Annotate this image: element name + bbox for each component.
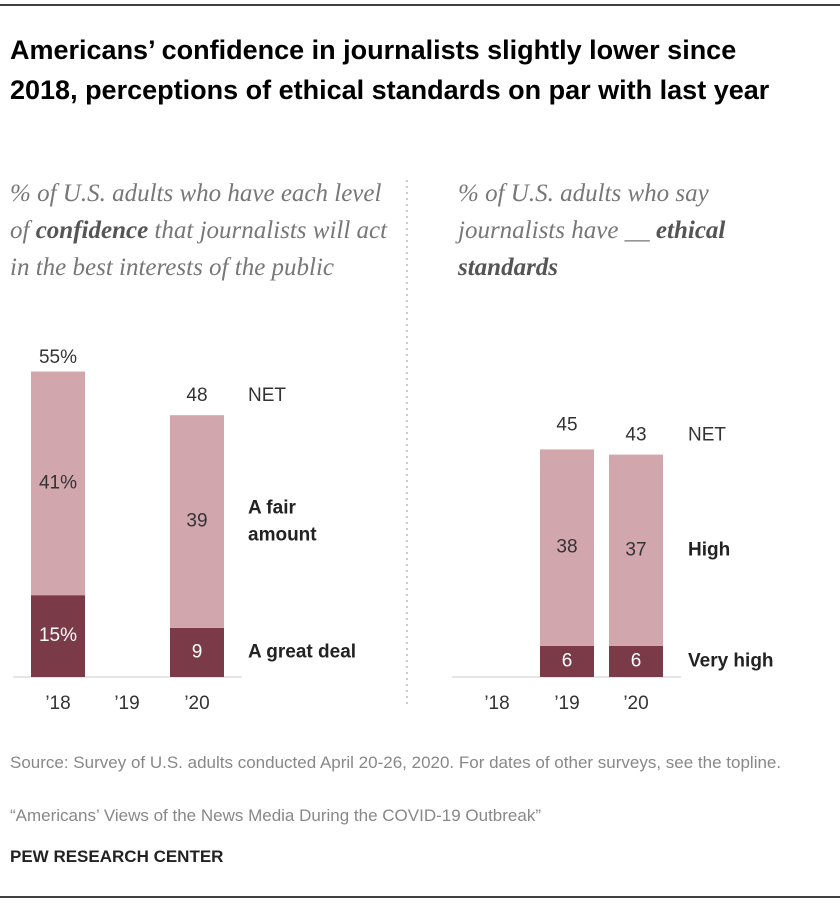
series-label: A fair amount xyxy=(248,498,317,546)
bar-segment xyxy=(170,627,224,677)
x-tick-label: ’19 xyxy=(554,693,579,714)
bar-segment xyxy=(609,645,663,677)
note: “Americans’ Views of the News Media Duri… xyxy=(10,806,541,825)
value-label: 9 xyxy=(192,641,203,662)
value-label: 15% xyxy=(39,625,77,646)
subtitle-part: ethical standards xyxy=(458,217,726,281)
value-label: 39 xyxy=(186,511,207,532)
bar-segment xyxy=(609,454,663,646)
x-tick-label: ’18 xyxy=(484,693,509,714)
x-tick-label: ’19 xyxy=(114,693,139,714)
value-label: 6 xyxy=(562,650,573,671)
brand: PEW RESEARCH CENTER xyxy=(10,847,224,866)
subtitle-part: that journalists will act in the best in… xyxy=(10,217,388,281)
subtitle: % of U.S. adults who have each level of … xyxy=(10,175,390,286)
net-label: 45 xyxy=(556,414,577,435)
bar-segment xyxy=(31,371,85,596)
series-label: High xyxy=(688,539,730,560)
subtitle: % of U.S. adults who say journalists hav… xyxy=(458,175,818,286)
value-label: 37 xyxy=(625,539,646,560)
value-label: 41% xyxy=(39,472,77,493)
net-name: NET xyxy=(688,425,726,446)
source: Source: Survey of U.S. adults conducted … xyxy=(10,753,782,772)
title: Americans’ confidence in journalists sli… xyxy=(10,35,770,105)
net-name: NET xyxy=(248,385,286,406)
series-label: Very high xyxy=(688,650,774,671)
subtitle-part: % of U.S. adults who say journalists hav… xyxy=(458,180,709,244)
series-label: A great deal xyxy=(248,641,356,662)
subtitle-part: % of U.S. adults who have each level of xyxy=(10,180,382,244)
net-label: 55% xyxy=(39,347,77,368)
x-tick-label: ’18 xyxy=(45,693,70,714)
net-label: 48 xyxy=(186,385,207,406)
bar-segment xyxy=(540,645,594,677)
bar-segment xyxy=(170,415,224,628)
value-label: 38 xyxy=(556,537,577,558)
bar-segment xyxy=(31,595,85,677)
x-tick-label: ’20 xyxy=(184,693,209,714)
bar-segment xyxy=(540,449,594,646)
subtitle-part: confidence xyxy=(35,217,149,244)
x-tick-label: ’20 xyxy=(623,693,648,714)
value-label: 6 xyxy=(631,650,642,671)
net-label: 43 xyxy=(625,425,646,446)
